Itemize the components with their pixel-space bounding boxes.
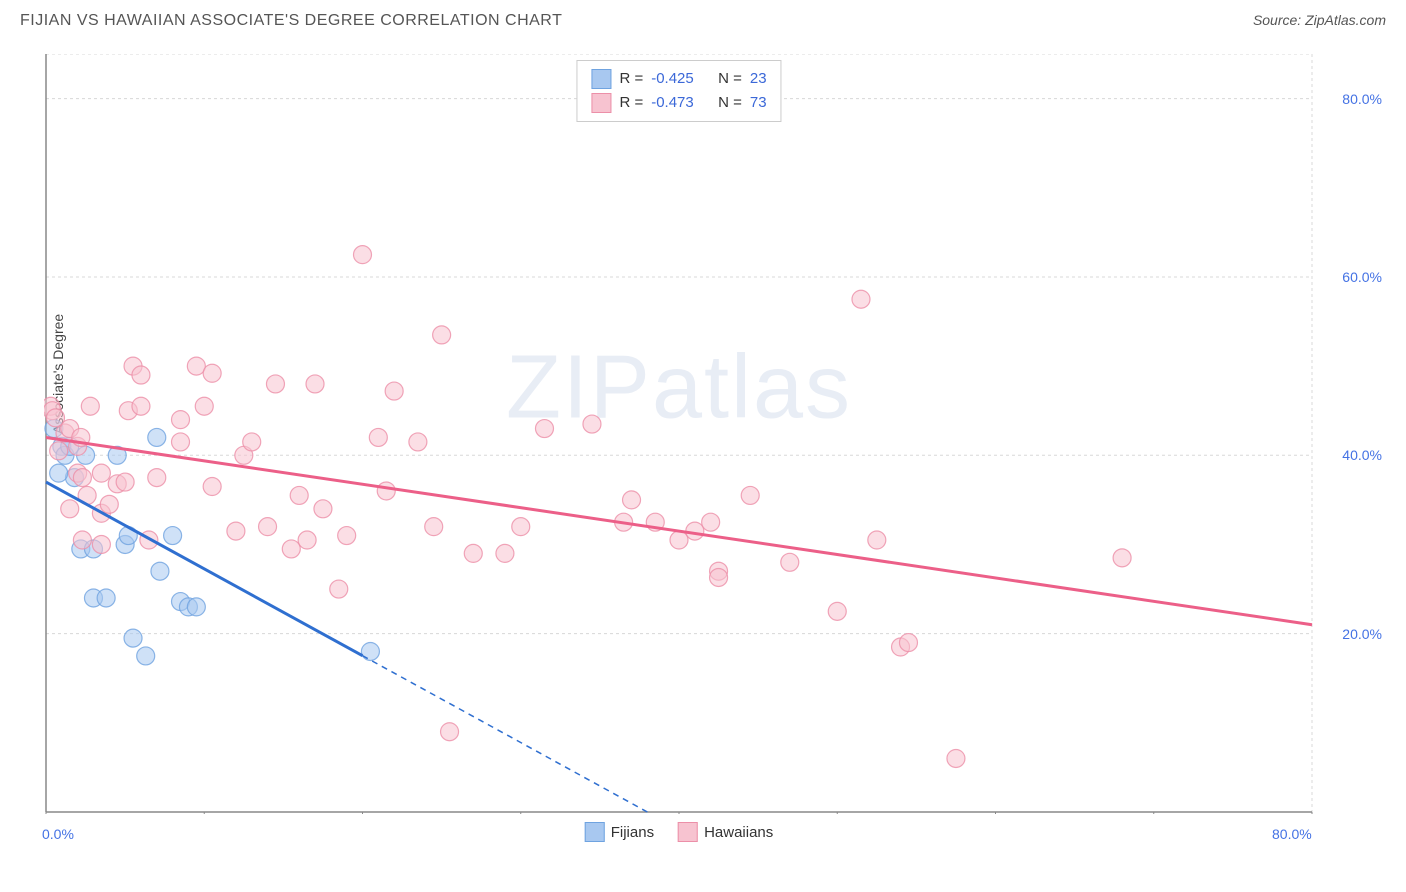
chart-title: FIJIAN VS HAWAIIAN ASSOCIATE'S DEGREE CO… xyxy=(20,12,562,30)
ytick-label: 20.0% xyxy=(1342,626,1382,642)
r-label: R = xyxy=(619,91,643,115)
n-label: N = xyxy=(718,91,742,115)
n-label: N = xyxy=(718,67,742,91)
ytick-label: 80.0% xyxy=(1342,91,1382,107)
header: FIJIAN VS HAWAIIAN ASSOCIATE'S DEGREE CO… xyxy=(0,0,1406,36)
swatch-pink-icon xyxy=(678,822,698,842)
n-value: 73 xyxy=(750,91,767,115)
stats-row-hawaiians: R = -0.473 N = 73 xyxy=(591,91,766,115)
ytick-label: 60.0% xyxy=(1342,269,1382,285)
legend: Fijians Hawaiians xyxy=(585,822,774,842)
legend-item-hawaiians: Hawaiians xyxy=(678,822,773,842)
swatch-blue-icon xyxy=(591,69,611,89)
legend-label: Hawaiians xyxy=(704,824,773,841)
xtick-label: 80.0% xyxy=(1272,826,1312,842)
correlation-stats-box: R = -0.425 N = 23 R = -0.473 N = 73 xyxy=(576,60,781,122)
source-attribution: Source: ZipAtlas.com xyxy=(1253,12,1386,28)
xtick-label: 0.0% xyxy=(42,826,74,842)
r-value: -0.425 xyxy=(651,67,694,91)
r-label: R = xyxy=(619,67,643,91)
legend-label: Fijians xyxy=(611,824,654,841)
legend-item-fijians: Fijians xyxy=(585,822,654,842)
chart-area: Associate's Degree ZIPatlas R = -0.425 N… xyxy=(44,54,1314,814)
n-value: 23 xyxy=(750,67,767,91)
ytick-label: 40.0% xyxy=(1342,447,1382,463)
swatch-blue-icon xyxy=(585,822,605,842)
stats-row-fijians: R = -0.425 N = 23 xyxy=(591,67,766,91)
swatch-pink-icon xyxy=(591,93,611,113)
scatter-chart-svg xyxy=(44,54,1314,814)
r-value: -0.473 xyxy=(651,91,694,115)
